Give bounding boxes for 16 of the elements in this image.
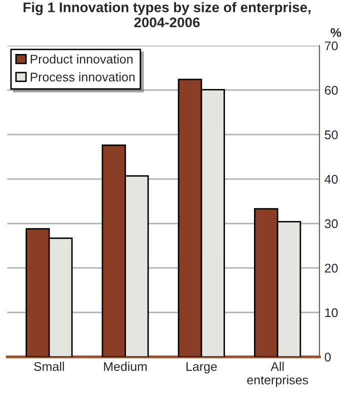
x-tick-label: Medium	[104, 362, 147, 371]
y-tick-label: 10	[325, 308, 338, 318]
y-axis-title: %	[330, 28, 342, 37]
y-tick-label: 20	[324, 264, 338, 273]
x-tick-label: All enterprises	[247, 362, 308, 387]
y-tick-label: 50	[324, 130, 338, 140]
y-tick-label: 70	[324, 41, 338, 50]
x-tick-label: Small	[34, 362, 64, 371]
y-tick-label: 60	[324, 86, 338, 95]
legend-label: Process innovation	[30, 72, 135, 82]
chart-title: Fig 1 Innovation types by size of enterprise, 2004-2006	[24, 2, 310, 28]
y-tick-label: 40	[324, 174, 338, 184]
legend-label: Product innovation	[30, 54, 132, 64]
y-tick-label: 0	[324, 352, 331, 362]
y-tick-label: 30	[324, 219, 338, 228]
x-tick-label: Large	[186, 362, 217, 374]
